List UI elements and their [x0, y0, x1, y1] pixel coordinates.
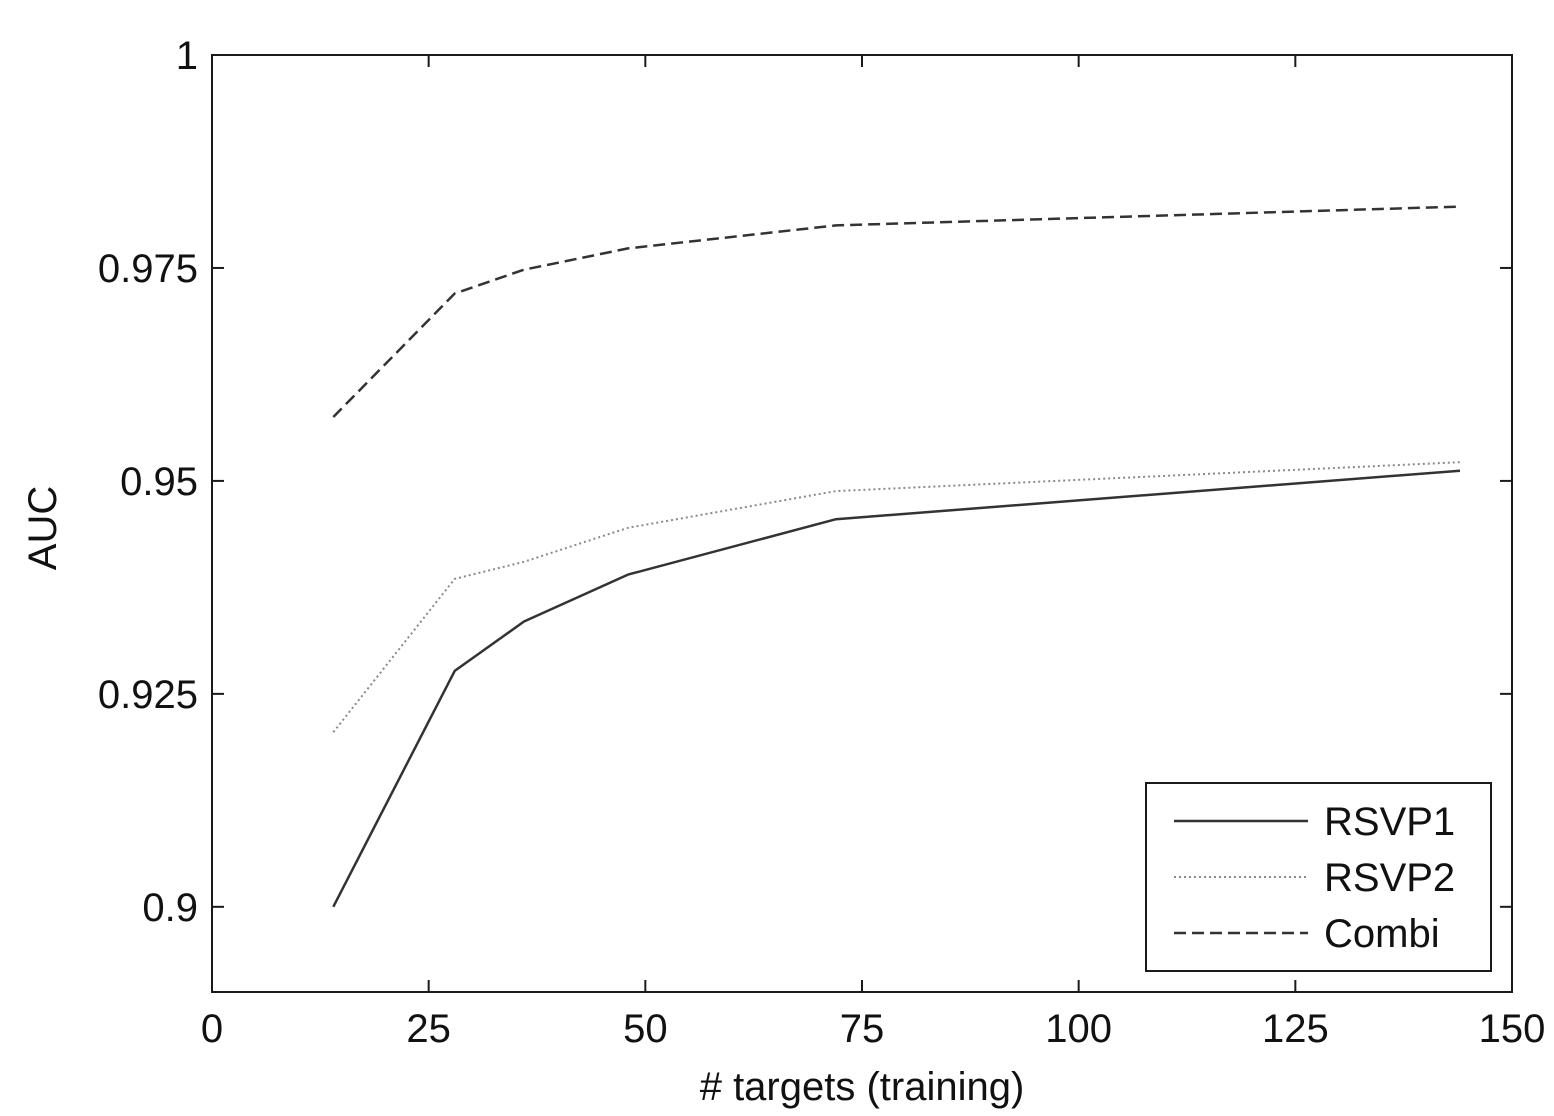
y-tick-label: 0.925 [98, 673, 198, 717]
x-tick-label: 50 [623, 1007, 668, 1051]
series-line-combi [332, 205, 1461, 418]
y-tick-label: 0.9 [142, 886, 198, 930]
series-line-rsvp1 [332, 469, 1461, 908]
x-tick-label: 150 [1479, 1007, 1546, 1051]
legend-box [1145, 782, 1492, 972]
y-tick-label: 0.95 [120, 460, 198, 504]
x-tick-label: 100 [1045, 1007, 1112, 1051]
legend-label-rsvp1: RSVP1 [1324, 800, 1455, 844]
x-tick-label: 125 [1262, 1007, 1329, 1051]
legend-label-combi: Combi [1324, 912, 1440, 956]
y-tick-label: 1 [176, 34, 198, 78]
y-tick-label: 0.975 [98, 247, 198, 291]
x-tick-label: 25 [406, 1007, 451, 1051]
x-tick-label: 0 [201, 1007, 223, 1051]
x-axis-title: # targets (training) [700, 1065, 1025, 1109]
x-tick-label: 75 [840, 1007, 885, 1051]
series-line-rsvp2 [332, 461, 1461, 733]
series-lines [332, 205, 1461, 908]
legend: RSVP1 RSVP2 Combi [1145, 782, 1492, 972]
legend-label-rsvp2: RSVP2 [1324, 856, 1455, 900]
axis-ticks: 0 25 50 75 100 125 150 0.9 0.925 0.95 0.975 1 [98, 34, 1545, 1051]
y-axis-title: AUC [21, 486, 65, 570]
